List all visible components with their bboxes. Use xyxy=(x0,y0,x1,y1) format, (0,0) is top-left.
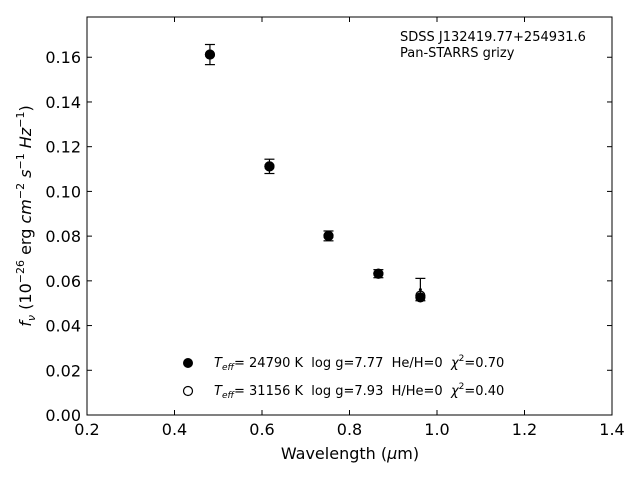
y-tick-label: 0.08 xyxy=(45,227,81,246)
y-tick-label: 0.12 xyxy=(45,138,81,157)
legend: Teff= 24790 K log g=7.77 He/H=0 χ2=0.70 … xyxy=(182,354,504,401)
y-tick-label: 0.00 xyxy=(45,406,81,425)
x-tick-label: 0.6 xyxy=(249,420,274,439)
x-tick-label: 1.4 xyxy=(599,420,624,439)
x-tick-label: 1.2 xyxy=(512,420,537,439)
annotation-line-1: SDSS J132419.77+254931.6 xyxy=(400,30,586,45)
observed-point xyxy=(418,288,422,292)
data-markers xyxy=(204,49,426,303)
y-tick-label: 0.02 xyxy=(45,361,81,380)
x-tick-label: 0.8 xyxy=(337,420,362,439)
model-point-open xyxy=(204,49,216,60)
x-axis-label: Wavelength (μm) xyxy=(281,444,419,463)
x-tick-label: 0.2 xyxy=(74,420,99,439)
y-tick-label: 0.04 xyxy=(45,317,81,336)
model-point-open xyxy=(264,161,275,172)
axis-ticks: 0.2 0.4 0.6 0.8 1.0 1.2 1.4 0.00 0.02 0.04 0.06 0.0… xyxy=(45,17,625,439)
legend-marker-filled xyxy=(183,358,193,368)
legend-entry-open: Teff= 31156 K log g=7.93 H/He=0 χ2=0.40 xyxy=(214,382,504,401)
error-bars xyxy=(204,43,426,302)
model-point-open xyxy=(373,268,384,279)
legend-entry-filled: Teff= 24790 K log g=7.77 He/H=0 χ2=0.70 xyxy=(214,354,504,373)
x-tick-label: 1.0 xyxy=(424,420,449,439)
y-tick-label: 0.10 xyxy=(45,182,81,201)
model-point-open xyxy=(323,230,334,241)
legend-marker-open xyxy=(182,385,194,397)
y-axis-label: fν (10−26 erg cm−2 s−1 Hz−1) xyxy=(14,105,38,326)
model-point-open xyxy=(415,290,426,301)
annotation-line-2: Pan-STARRS grizy xyxy=(400,46,515,61)
x-tick-label: 0.4 xyxy=(162,420,187,439)
y-tick-label: 0.06 xyxy=(45,272,81,291)
y-tick-label: 0.16 xyxy=(45,48,81,67)
y-tick-label: 0.14 xyxy=(45,93,81,112)
